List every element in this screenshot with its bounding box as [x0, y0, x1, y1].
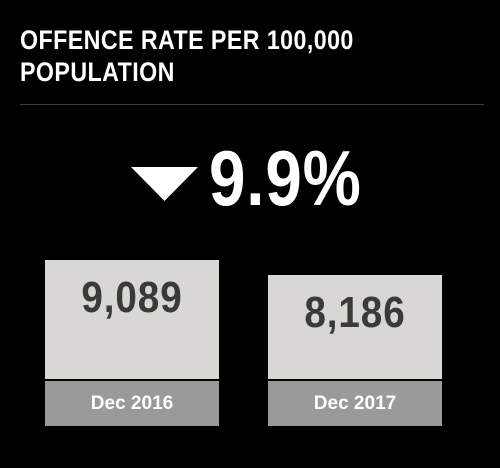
title-divider	[20, 104, 484, 105]
stat-card-dec-2017: 8,186 Dec 2017	[268, 275, 442, 426]
stat-card-dec-2016: 9,089 Dec 2016	[45, 260, 219, 426]
page-title: OFFENCE RATE PER 100,000 POPULATION	[20, 25, 354, 87]
stat-card-label: Dec 2016	[45, 379, 219, 426]
change-indicator: 9.9%	[131, 134, 431, 222]
percent-change-value: 9.9%	[209, 134, 362, 222]
stat-card-value: 8,186	[304, 288, 406, 337]
stat-card-label: Dec 2017	[268, 379, 442, 426]
down-triangle-icon	[131, 167, 198, 201]
stat-card-value: 9,089	[81, 273, 183, 322]
